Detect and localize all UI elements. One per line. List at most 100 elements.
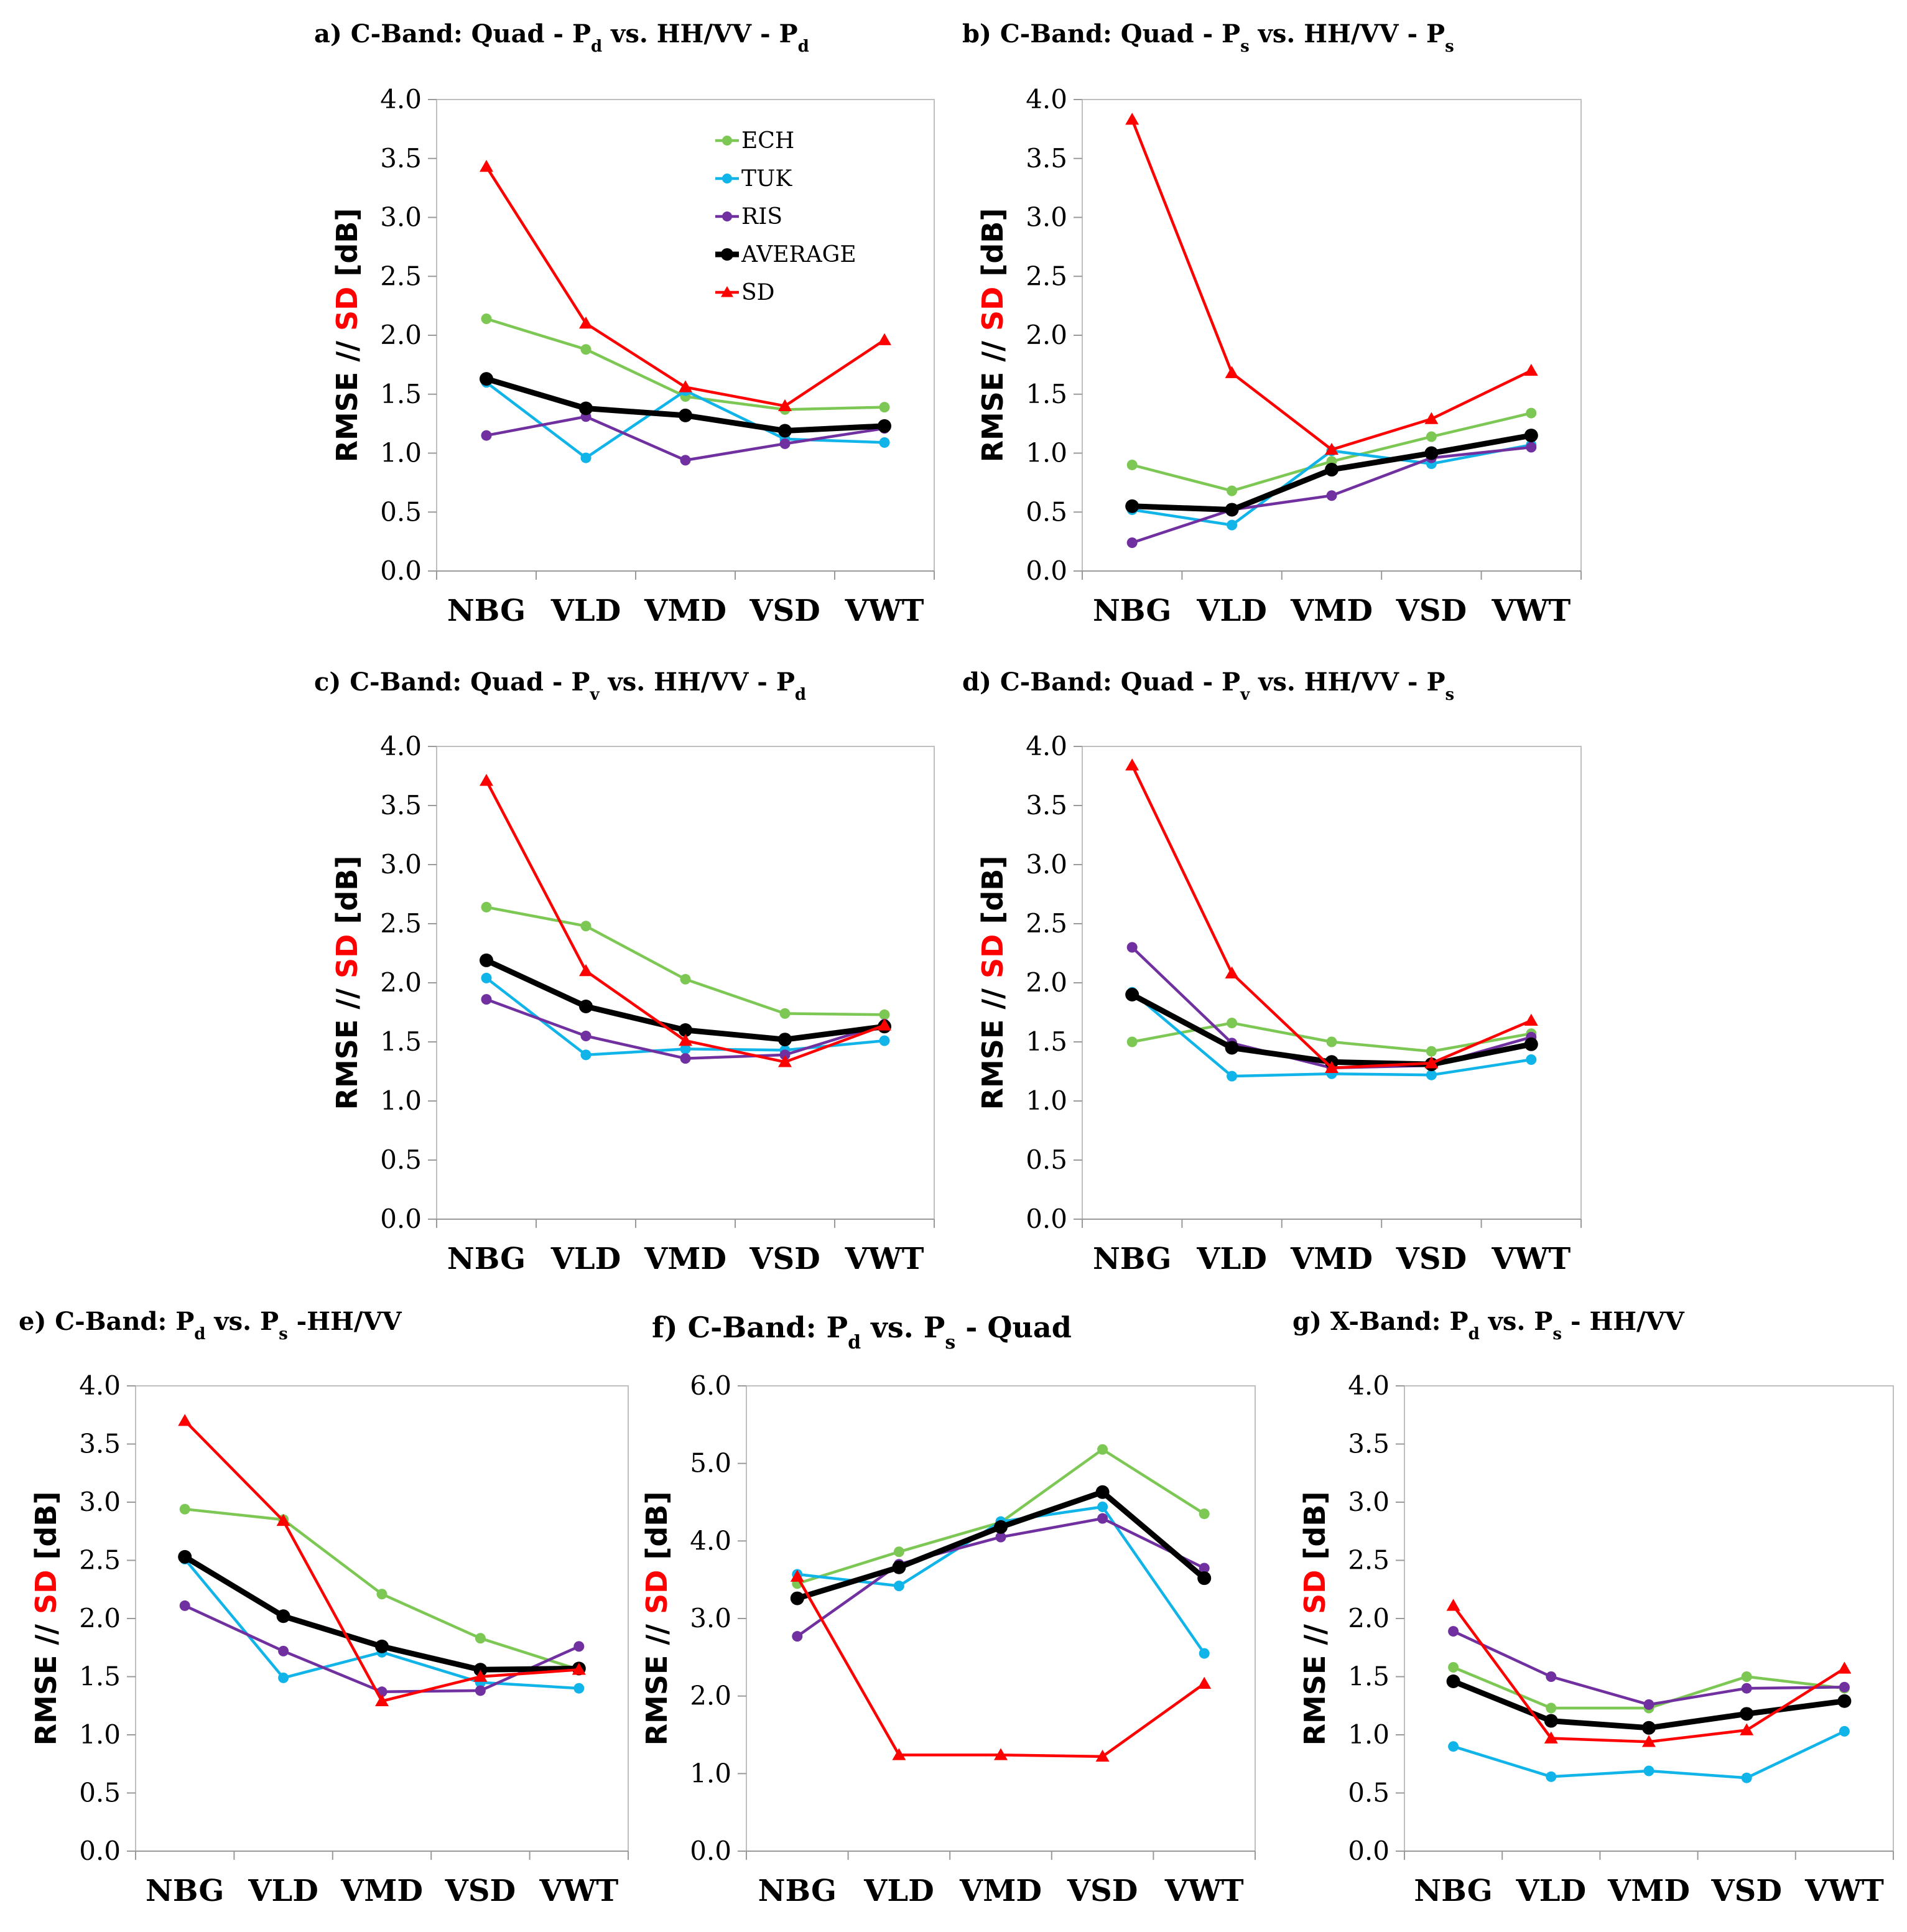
title-part-suffix: - HH/VV [1562, 1307, 1685, 1336]
series-sd [480, 160, 891, 411]
data-point-sd [1524, 1013, 1538, 1026]
legend-item-ech: ECH [715, 128, 794, 154]
data-point-ech [879, 1009, 890, 1020]
title-part-sub1: d [194, 1325, 205, 1344]
data-point-ris [1526, 442, 1537, 453]
y-tick-label: 3.5 [380, 143, 422, 174]
data-point-sd [473, 1670, 488, 1682]
series-tuk [1126, 987, 1537, 1082]
x-category-label: VLD [248, 1874, 318, 1908]
y-tick-label: 1.5 [79, 1661, 121, 1692]
data-point-sd [1424, 1056, 1439, 1069]
series-line-sd [1131, 764, 1532, 1070]
y-axis-label: RMSE // SD [dB] [1298, 1492, 1332, 1746]
data-point-average [1225, 1041, 1239, 1055]
data-point-average [1095, 1485, 1110, 1499]
x-category-label: VLD [1196, 593, 1267, 628]
y-tick-label: 3.0 [690, 1603, 731, 1633]
y-tick-label: 0.5 [380, 1145, 422, 1175]
data-point-average [1524, 1037, 1538, 1051]
y-tick-label: 1.5 [1026, 379, 1067, 409]
y-tick-label: 0.0 [380, 1204, 422, 1234]
y-tick-label: 2.0 [1026, 320, 1067, 350]
data-point-ris [995, 1531, 1006, 1543]
x-category-label: VMD [644, 593, 726, 628]
chart-title-d: d) C-Band: Quad - Pv vs. HH/VV - Ps [962, 667, 1454, 704]
data-point-average [1197, 1571, 1212, 1586]
data-point-ris [1448, 1626, 1459, 1637]
data-point-sd [778, 399, 792, 411]
data-point-average [480, 372, 493, 386]
x-category-label: VLD [1196, 1242, 1267, 1276]
x-category-label: VSD [749, 593, 820, 628]
y-tick-label: 0.0 [79, 1836, 121, 1866]
y-tick-label: 1.5 [380, 379, 422, 409]
data-point-tuk [1643, 1765, 1654, 1776]
y-tick-label: 2.5 [1026, 908, 1067, 939]
series-ech [481, 901, 890, 1020]
title-part-sub2: s [1445, 685, 1455, 704]
data-point-sd [1125, 113, 1139, 125]
data-point-sd [1095, 1749, 1110, 1762]
data-point-average [1446, 1674, 1460, 1688]
title-part-sub1: s [1240, 37, 1250, 56]
y-tick-label: 2.0 [1348, 1603, 1390, 1633]
data-point-ech [879, 402, 890, 413]
y-tick-label: 4.0 [1348, 1370, 1390, 1401]
y-tick-label: 6.0 [690, 1370, 731, 1401]
y-axis-label: RMSE // SD [dB] [330, 856, 364, 1110]
y-tick-label: 3.0 [79, 1487, 121, 1517]
data-point-ech [1326, 1036, 1337, 1047]
chart-title-e: e) C-Band: Pd vs. Ps -HH/VV [19, 1307, 402, 1344]
y-axis-label: RMSE // SD [dB] [330, 208, 364, 463]
x-category-label: VWT [845, 593, 924, 628]
data-point-tuk [1227, 519, 1238, 531]
y-tick-label: 3.5 [1026, 143, 1067, 174]
data-point-sd [1325, 442, 1339, 455]
data-point-tuk [1526, 1054, 1537, 1065]
data-point-sd [1446, 1599, 1460, 1611]
data-point-ech [893, 1546, 904, 1558]
data-point-ris [680, 455, 691, 466]
y-tick-label: 2.5 [1348, 1545, 1390, 1576]
series-sd [1125, 113, 1538, 455]
series-tuk [1448, 1725, 1850, 1783]
data-point-average [276, 1609, 290, 1623]
chart-title-c: c) C-Band: Quad - Pv vs. HH/VV - Pd [314, 667, 806, 704]
x-category-label: VLD [550, 593, 621, 628]
data-point-ris [680, 1053, 691, 1064]
legend-marker [721, 248, 733, 261]
data-point-tuk [879, 437, 890, 448]
data-point-sd [1837, 1661, 1852, 1674]
x-category-label: VMD [1290, 1242, 1373, 1276]
y-tick-label: 0.0 [1348, 1836, 1390, 1866]
series-line-sd [485, 165, 886, 407]
x-category-label: VWT [1491, 1242, 1571, 1276]
data-point-sd [1642, 1735, 1656, 1747]
data-point-sd [178, 1414, 192, 1426]
y-tick-label: 1.0 [380, 1085, 422, 1116]
x-category-label: VWT [845, 1242, 924, 1276]
data-point-tuk [1448, 1741, 1459, 1752]
data-point-sd [1225, 966, 1239, 979]
x-category-label: VLD [1515, 1874, 1586, 1908]
title-part-sub2: d [795, 685, 806, 704]
chart-title-b: b) C-Band: Quad - Ps vs. HH/VV - Ps [962, 19, 1454, 56]
data-point-ech [376, 1589, 387, 1600]
title-part-mid: vs. HH/VV - P [602, 19, 797, 49]
y-tick-label: 3.5 [1348, 1429, 1390, 1459]
x-category-label: VLD [550, 1242, 621, 1276]
data-point-ris [1097, 1513, 1108, 1524]
y-axis-label-highlight: SD [1298, 1570, 1332, 1614]
data-point-average [1125, 988, 1139, 1001]
y-tick-label: 1.0 [79, 1719, 121, 1750]
y-tick-label: 2.5 [79, 1545, 121, 1576]
y-tick-label: 1.5 [1348, 1661, 1390, 1692]
data-point-ech [1546, 1702, 1557, 1714]
data-point-ech [481, 901, 492, 913]
y-tick-label: 0.0 [690, 1836, 731, 1866]
chart-panel-b: b) C-Band: Quad - Ps vs. HH/VV - Ps0.00.… [962, 19, 1582, 628]
data-point-ech [1126, 459, 1138, 470]
legend-label: AVERAGE [741, 242, 856, 267]
data-point-average [1642, 1721, 1656, 1735]
